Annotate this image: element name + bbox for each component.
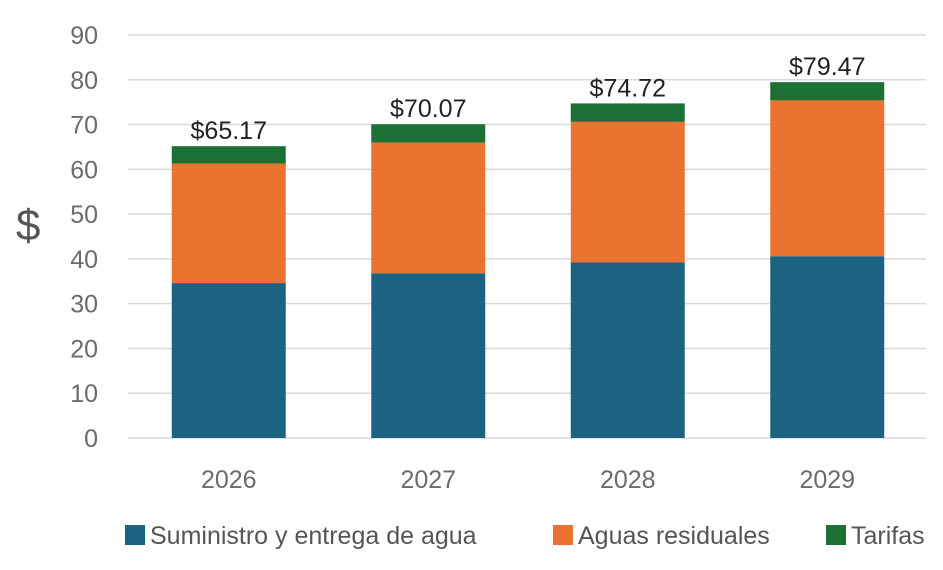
legend-label-2: Aguas residuales (578, 522, 770, 550)
bar-2026-series-3 (171, 146, 286, 164)
y-axis-label: $ (16, 201, 40, 250)
x-tick-label-2026: 2026 (201, 466, 257, 494)
y-axis-ticks: 0 10 20 30 40 50 60 70 80 90 (70, 22, 98, 453)
y-tick-label-70: 70 (70, 112, 98, 140)
x-tick-label-2027: 2027 (400, 466, 456, 494)
x-axis-ticks: 2026 2027 2028 2029 (201, 466, 855, 494)
y-tick-label-10: 10 (70, 380, 98, 408)
y-tick-label-40: 40 (70, 246, 98, 274)
bar-2026-series-1 (171, 283, 286, 438)
bar-2029-series-2 (770, 100, 885, 257)
y-tick-label-20: 20 (70, 335, 98, 363)
bar-2027-series-3 (371, 124, 486, 143)
y-tick-label-0: 0 (84, 425, 98, 453)
bar-2028-series-3 (570, 103, 685, 122)
total-label-2026: $65.17 (191, 117, 267, 145)
bar-2027-series-1 (371, 273, 486, 438)
total-label-2027: $70.07 (390, 95, 466, 123)
total-labels: $65.17 $70.07 $74.72 $79.47 (191, 53, 866, 145)
legend: Suministro y entrega de agua Aguas residu… (125, 522, 925, 550)
y-tick-label-30: 30 (70, 291, 98, 319)
bar-2028-series-1 (570, 262, 685, 438)
bars (171, 82, 885, 438)
bar-2029-series-1 (770, 256, 885, 438)
bar-2029-series-3 (770, 82, 885, 101)
bar-2027-series-2 (371, 142, 486, 274)
legend-swatch-1 (125, 525, 145, 545)
y-tick-label-50: 50 (70, 201, 98, 229)
legend-item-2: Aguas residuales (553, 522, 770, 550)
bar-2026-series-2 (171, 163, 286, 284)
total-label-2028: $74.72 (590, 74, 666, 102)
x-tick-label-2028: 2028 (600, 466, 656, 494)
bar-2028-series-2 (570, 121, 685, 263)
x-tick-label-2029: 2029 (799, 466, 855, 494)
legend-label-3: Tarifas (851, 522, 925, 550)
y-tick-label-80: 80 (70, 67, 98, 95)
y-tick-label-60: 60 (70, 156, 98, 184)
y-tick-label-90: 90 (70, 22, 98, 50)
legend-label-1: Suministro y entrega de agua (150, 522, 477, 550)
total-label-2029: $79.47 (789, 53, 865, 81)
legend-swatch-3 (826, 525, 846, 545)
legend-item-3: Tarifas (826, 522, 925, 550)
legend-swatch-2 (553, 525, 573, 545)
legend-item-1: Suministro y entrega de agua (125, 522, 477, 550)
